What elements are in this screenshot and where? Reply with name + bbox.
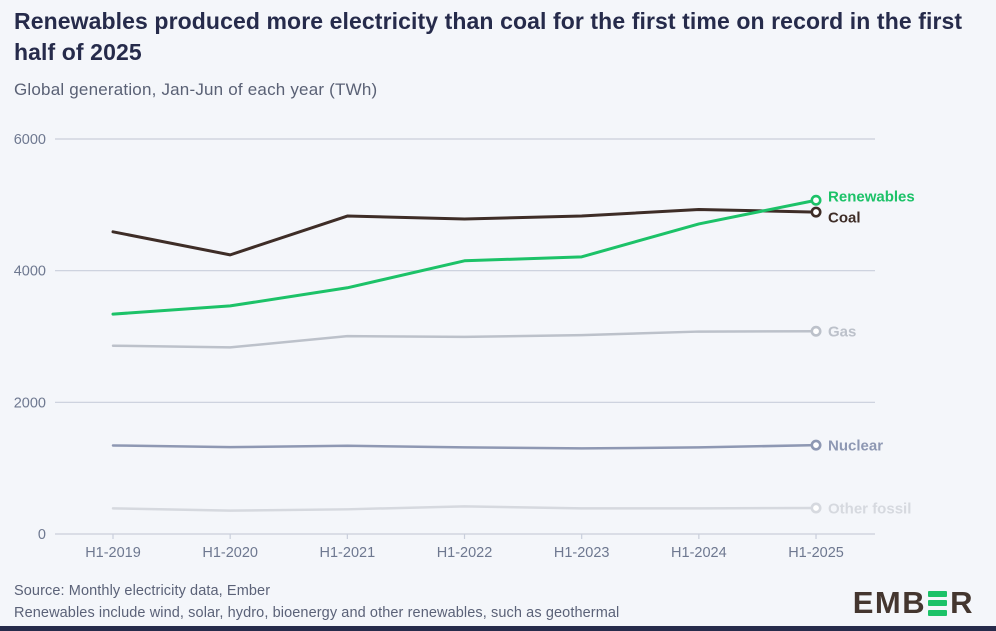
series-endpoint-renewables [810, 194, 822, 206]
series-line-coal [111, 207, 818, 257]
series-line-gas [111, 329, 818, 349]
x-axis-label-H1-2025: H1-2025 [788, 545, 844, 561]
x-axis-label-H1-2019: H1-2019 [85, 545, 141, 561]
series-label-gas: Gas [828, 324, 856, 341]
series-label-renewables: Renewables [828, 189, 915, 206]
logo-green-e-icon [928, 590, 948, 616]
series-line-renewables [111, 198, 818, 316]
x-axis-label-H1-2023: H1-2023 [554, 545, 610, 561]
chart-title: Renewables produced more electricity tha… [14, 8, 963, 65]
brand-bottom-bar [0, 626, 996, 631]
series-endpoint-coal [810, 206, 822, 218]
chart-subtitle: Global generation, Jan-Jun of each year … [14, 80, 378, 99]
x-axis-label-H1-2020: H1-2020 [202, 545, 258, 561]
series-endpoint-nuclear [810, 439, 822, 451]
chart-footer: Source: Monthly electricity data, Ember … [14, 580, 619, 624]
source-note: Source: Monthly electricity data, Ember [14, 583, 271, 599]
ember-logo: EMB R [853, 585, 974, 621]
series-line-other-fossil [111, 505, 818, 512]
series-line-nuclear [111, 443, 818, 450]
line-chart: 0 2000 4000 6000 H1-2019 H1-2020 H1-2021 H1-202… [14, 132, 915, 561]
y-axis-label-2000: 2000 [14, 395, 46, 411]
series-label-nuclear: Nuclear [828, 438, 883, 455]
y-axis-label-0: 0 [38, 527, 46, 543]
series-endpoint-gas [810, 325, 822, 337]
y-axis-label-4000: 4000 [14, 264, 46, 280]
y-axis-label-6000: 6000 [14, 132, 46, 148]
logo-text-suffix: R [950, 585, 974, 620]
series-endpoint-other-fossil [810, 502, 822, 514]
series-label-coal: Coal [828, 210, 861, 227]
x-axis-label-H1-2021: H1-2021 [320, 545, 376, 561]
renewables-definition-note: Renewables include wind, solar, hydro, b… [14, 605, 620, 621]
x-axis-label-H1-2022: H1-2022 [437, 545, 493, 561]
x-axis-label-H1-2024: H1-2024 [671, 545, 727, 561]
logo-text-prefix: EMB [852, 585, 927, 620]
series-label-other-fossil: Other fossil [828, 500, 911, 517]
